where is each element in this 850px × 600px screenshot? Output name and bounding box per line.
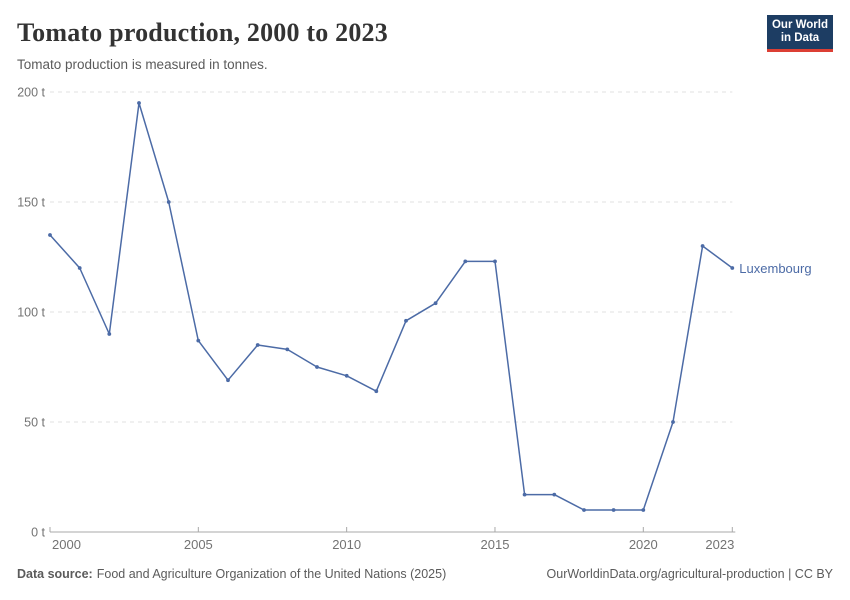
y-tick-label: 50 t	[24, 416, 45, 430]
data-point	[611, 508, 616, 512]
owid-logo-line1: Our World	[771, 18, 828, 31]
data-point	[552, 492, 557, 497]
data-point	[582, 508, 586, 512]
data-point	[700, 244, 705, 248]
data-source-text: Food and Agriculture Organization of the…	[96, 567, 447, 581]
y-tick-label: 0 t	[31, 526, 45, 540]
data-source-note: Data source: Food and Agriculture Organiz…	[17, 567, 446, 581]
data-source-label: Data source:	[17, 567, 93, 581]
x-tick-label: 2020	[629, 537, 658, 552]
x-tick-label: 2010	[332, 537, 361, 552]
data-point	[196, 338, 201, 343]
chart-header: Tomato production, 2000 to 2023 Tomato p…	[0, 0, 850, 72]
data-point	[48, 233, 52, 237]
citation-note: OurWorldinData.org/agricultural-producti…	[547, 567, 833, 581]
data-point	[255, 343, 260, 347]
data-point	[285, 347, 290, 352]
y-tick-label: 100 t	[17, 306, 45, 320]
data-point	[730, 266, 735, 270]
data-point	[433, 301, 438, 306]
owid-logo-line2: in Data	[780, 32, 820, 44]
data-point	[671, 420, 675, 424]
x-tick-label: 2023	[705, 537, 734, 552]
line-chart-svg: 0 t 50 t 100 t 150 t 200 t 2000 2005 2010 2015 20…	[17, 86, 811, 553]
data-point	[344, 373, 349, 378]
x-tick-label: 2000	[52, 537, 81, 552]
series-end-label: Luxembourg	[739, 261, 811, 276]
x-tick-label: 2005	[184, 537, 213, 552]
y-tick-label: 200 t	[17, 86, 45, 100]
series-line	[49, 102, 734, 511]
chart-footer: Data source: Food and Agriculture Organiz…	[17, 567, 833, 581]
data-point	[166, 200, 171, 204]
owid-logo[interactable]: Our World in Data	[767, 15, 833, 52]
data-point	[641, 508, 646, 512]
data-point	[493, 259, 497, 264]
data-point	[463, 259, 468, 264]
data-point	[137, 101, 141, 105]
license-label: | CC BY	[784, 567, 833, 581]
y-tick-label: 150 t	[17, 196, 45, 210]
page-subtitle: Tomato production is measured in tonnes.	[17, 57, 268, 72]
x-tick-label: 2015	[481, 537, 510, 552]
data-point	[315, 365, 319, 369]
data-point	[226, 378, 230, 383]
page-title: Tomato production, 2000 to 2023	[17, 18, 388, 47]
citation-url[interactable]: OurWorldinData.org/agricultural-producti…	[546, 567, 785, 581]
chart-area: 0 t 50 t 100 t 150 t 200 t 2000 2005 2010 2015 20…	[0, 80, 850, 565]
data-point	[374, 389, 379, 394]
data-point	[77, 266, 82, 270]
data-point	[522, 492, 527, 497]
data-point	[107, 332, 112, 336]
data-point	[404, 318, 408, 323]
